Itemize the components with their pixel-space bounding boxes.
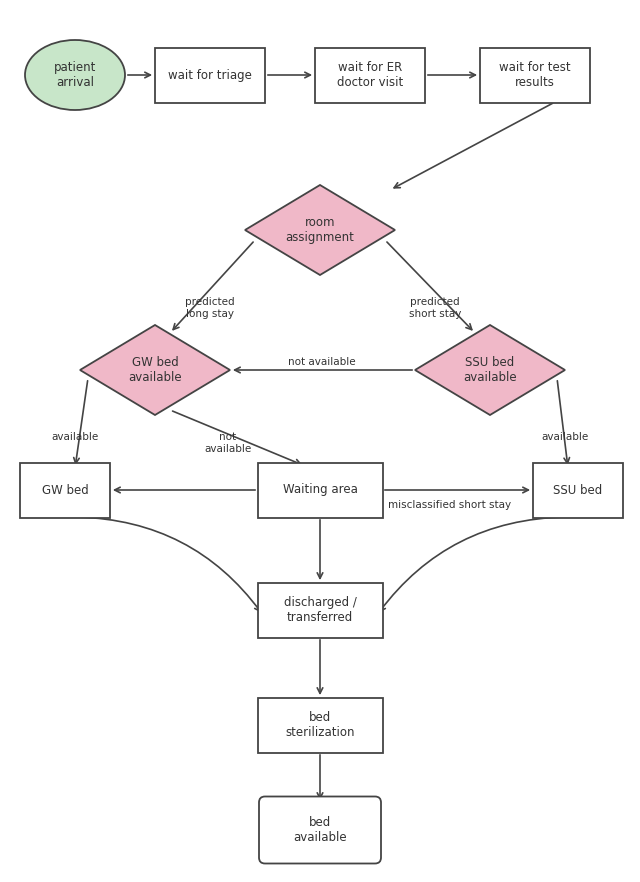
Text: not available: not available [288, 357, 356, 367]
FancyArrowPatch shape [387, 242, 472, 330]
Text: wait for triage: wait for triage [168, 69, 252, 81]
FancyArrowPatch shape [557, 381, 570, 463]
Ellipse shape [25, 40, 125, 110]
Text: Waiting area: Waiting area [283, 483, 357, 497]
Text: wait for test
results: wait for test results [499, 61, 571, 89]
FancyArrowPatch shape [394, 103, 552, 188]
FancyArrowPatch shape [428, 72, 476, 78]
FancyArrowPatch shape [173, 242, 253, 330]
Polygon shape [415, 325, 565, 415]
Text: misclassified short stay: misclassified short stay [388, 500, 511, 510]
FancyArrowPatch shape [74, 381, 88, 463]
Text: GW bed: GW bed [42, 483, 88, 497]
Text: not
available: not available [204, 432, 252, 454]
Text: predicted
long stay: predicted long stay [185, 297, 235, 318]
FancyBboxPatch shape [259, 796, 381, 863]
FancyArrowPatch shape [115, 487, 255, 493]
Polygon shape [80, 325, 230, 415]
FancyArrowPatch shape [235, 367, 412, 373]
Text: bed
sterilization: bed sterilization [285, 711, 355, 739]
Text: wait for ER
doctor visit: wait for ER doctor visit [337, 61, 403, 89]
Text: SSU bed
available: SSU bed available [463, 356, 517, 384]
FancyArrowPatch shape [128, 72, 150, 78]
FancyBboxPatch shape [20, 462, 110, 518]
FancyBboxPatch shape [533, 462, 623, 518]
FancyBboxPatch shape [315, 48, 425, 102]
Text: bed
available: bed available [293, 816, 347, 844]
Text: GW bed
available: GW bed available [128, 356, 182, 384]
FancyArrowPatch shape [385, 487, 529, 493]
Text: discharged /
transferred: discharged / transferred [284, 596, 356, 624]
FancyBboxPatch shape [257, 462, 383, 518]
Text: available: available [51, 432, 99, 442]
Polygon shape [245, 185, 395, 275]
Text: available: available [541, 432, 589, 442]
Text: predicted
short stay: predicted short stay [409, 297, 461, 318]
FancyArrowPatch shape [317, 755, 323, 798]
FancyBboxPatch shape [480, 48, 590, 102]
FancyArrowPatch shape [173, 411, 301, 465]
FancyArrowPatch shape [268, 72, 310, 78]
FancyArrowPatch shape [380, 517, 565, 611]
Text: SSU bed: SSU bed [554, 483, 603, 497]
FancyArrowPatch shape [317, 639, 323, 693]
FancyBboxPatch shape [257, 698, 383, 752]
FancyBboxPatch shape [155, 48, 265, 102]
Text: patient
arrival: patient arrival [54, 61, 96, 89]
FancyArrowPatch shape [78, 517, 260, 611]
Text: room
assignment: room assignment [285, 216, 355, 244]
FancyBboxPatch shape [257, 582, 383, 638]
FancyArrowPatch shape [317, 519, 323, 579]
